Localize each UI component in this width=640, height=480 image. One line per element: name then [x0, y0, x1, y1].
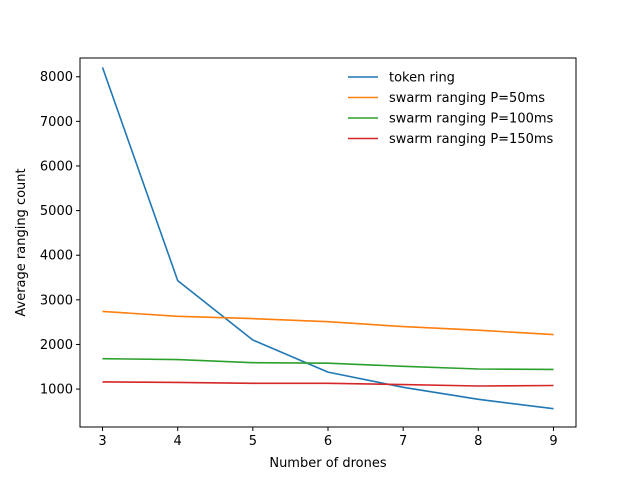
series-line-2 [102, 357, 554, 371]
series-line-1 [102, 310, 554, 336]
legend-label-0: token ring [389, 71, 455, 86]
y-tick-label: 2000 [40, 338, 73, 353]
y-tick-label: 4000 [40, 249, 73, 264]
x-axis-label: Number of drones [269, 456, 387, 471]
y-tick-label: 3000 [40, 293, 73, 308]
x-tick-label: 4 [174, 434, 182, 449]
legend: token ring swarm ranging P=50ms swarm rang… [348, 71, 554, 147]
y-tick-label: 8000 [40, 70, 73, 85]
x-tick-label: 9 [549, 434, 557, 449]
x-tick-label: 5 [249, 434, 257, 449]
y-axis: 1000 2000 3000 4000 5000 6000 7000 8000 [40, 70, 80, 398]
x-tick-label: 6 [324, 434, 332, 449]
plot-lines [101, 67, 554, 410]
y-tick-label: 1000 [40, 383, 73, 398]
y-axis-label: Average ranging count [14, 168, 29, 316]
series-line-3 [102, 381, 554, 387]
x-axis: 3 4 5 6 7 8 9 [98, 427, 558, 449]
legend-label-2: swarm ranging P=100ms [389, 112, 554, 127]
legend-label-1: swarm ranging P=50ms [389, 91, 545, 106]
x-tick-label: 8 [474, 434, 482, 449]
legend-label-3: swarm ranging P=150ms [389, 132, 554, 147]
y-tick-label: 6000 [40, 159, 73, 174]
x-tick-label: 3 [98, 434, 106, 449]
y-tick-label: 5000 [40, 204, 73, 219]
y-tick-label: 7000 [40, 115, 73, 130]
x-tick-label: 7 [399, 434, 407, 449]
series-line-0 [101, 67, 554, 410]
